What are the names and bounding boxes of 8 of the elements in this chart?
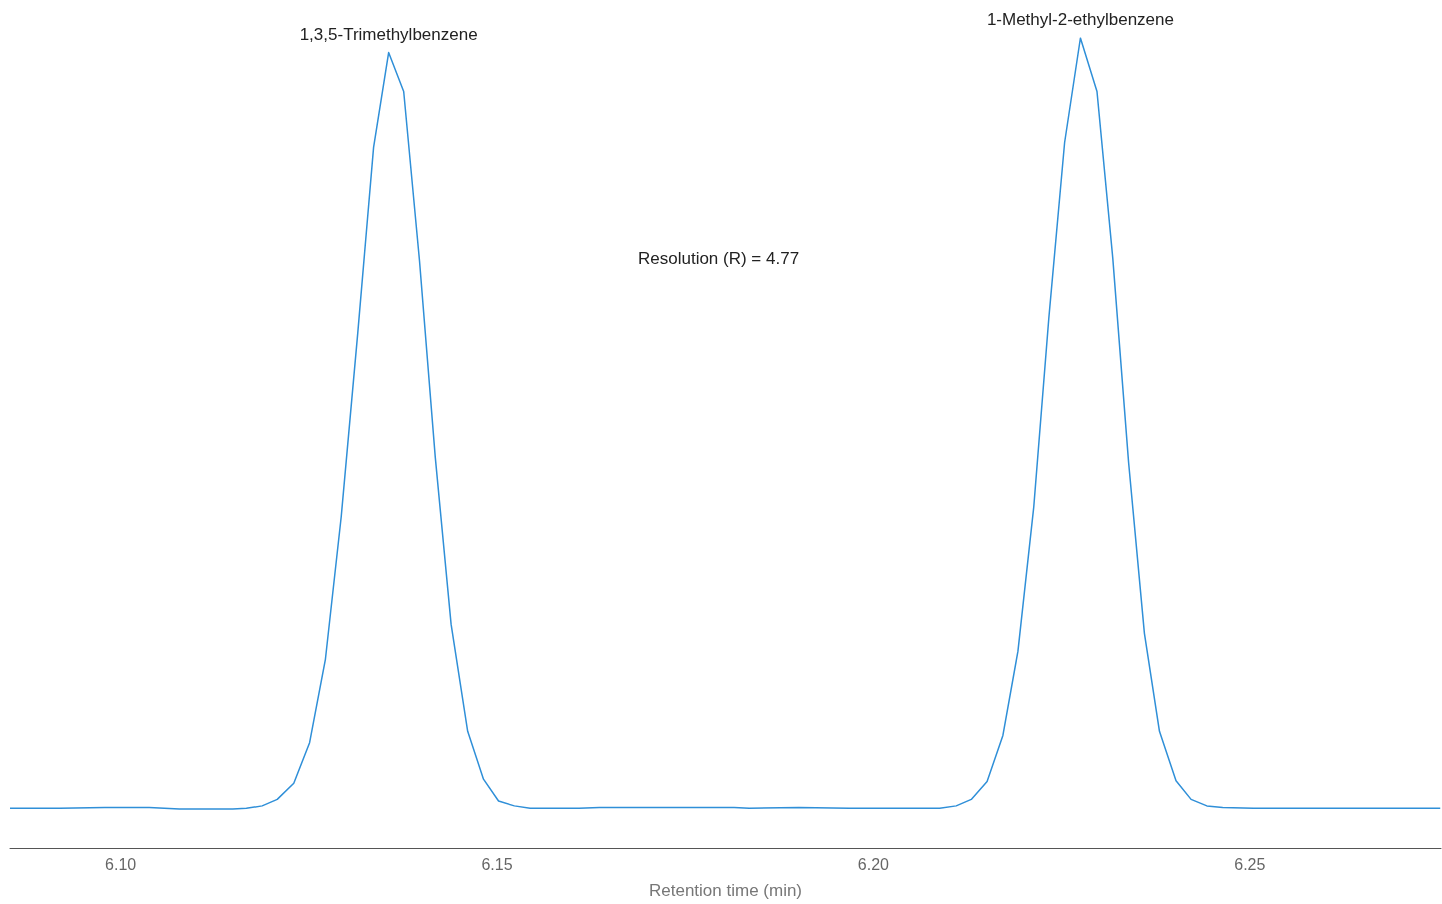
annotation: 1-Methyl-2-ethylbenzene bbox=[986, 10, 1174, 29]
x-tick-label: 6.10 bbox=[105, 855, 137, 873]
x-axis-title: Retention time (min) bbox=[648, 881, 803, 900]
annotation: Resolution (R) = 4.77 bbox=[638, 249, 800, 268]
x-tick-label: 6.20 bbox=[857, 855, 890, 873]
annotation: 1,3,5-Trimethylbenzene bbox=[299, 24, 478, 44]
x-tick-label: 6.25 bbox=[1234, 855, 1266, 873]
x-tick-label: 6.15 bbox=[481, 855, 513, 873]
